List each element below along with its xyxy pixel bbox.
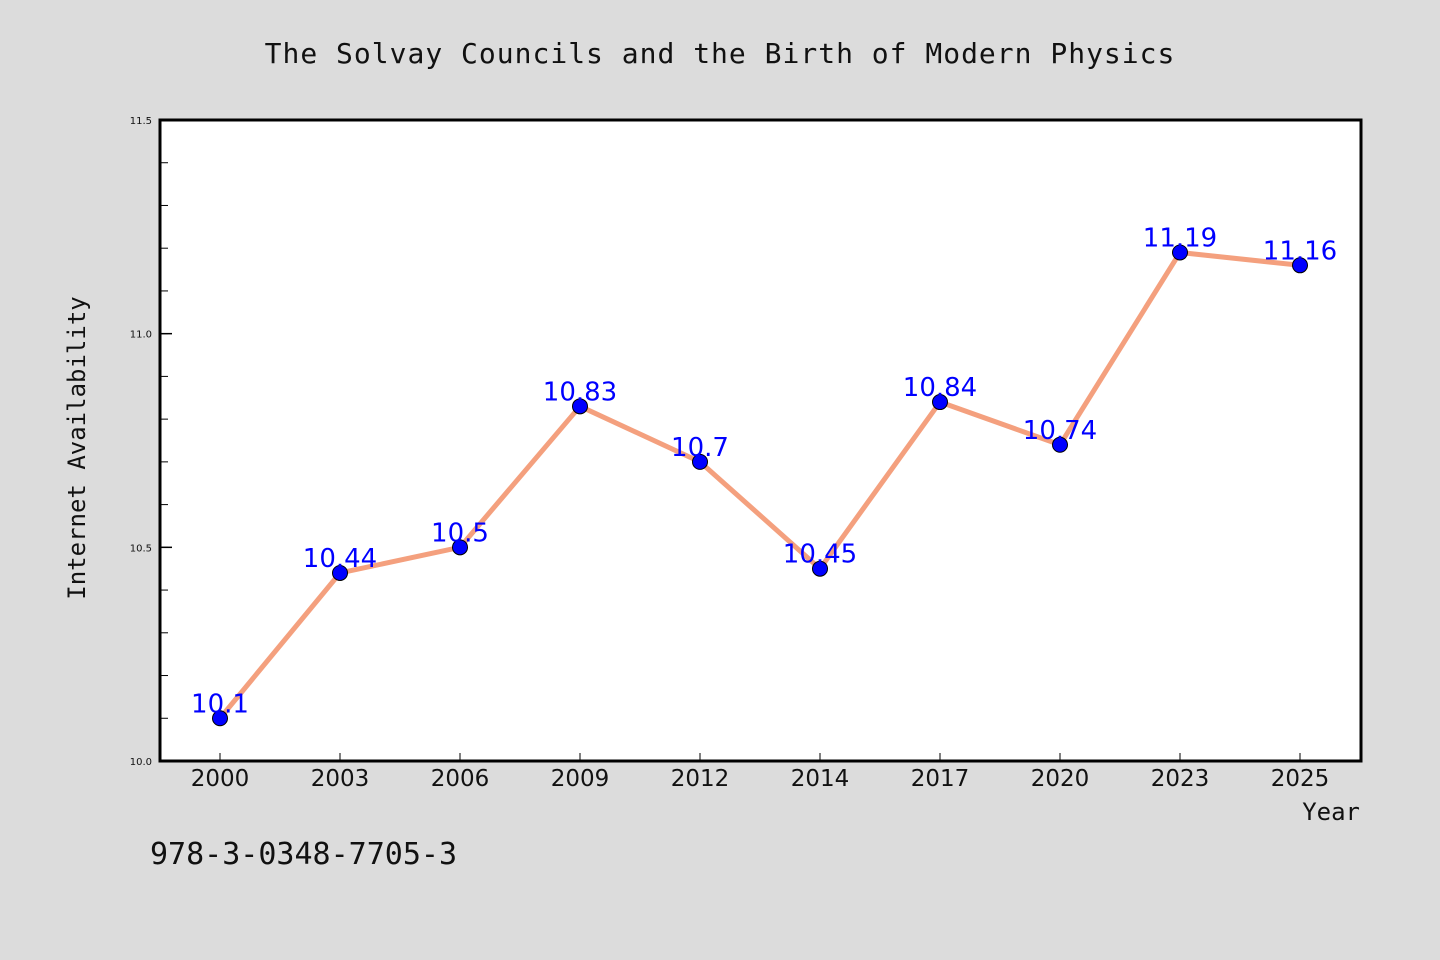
data-point xyxy=(1052,436,1068,453)
data-label: 10.45 xyxy=(783,540,857,570)
y-tick-label: 10.0 xyxy=(130,757,152,768)
x-axis-label: Year xyxy=(1302,798,1360,826)
data-label: 10.1 xyxy=(191,689,249,719)
data-label: 10.44 xyxy=(303,544,377,574)
x-tick-label: 2003 xyxy=(311,766,370,792)
x-tick-label: 2014 xyxy=(791,766,850,792)
x-axis-ticks: 2000 2003 2006 2009 2012 2014 2017 2020 2023 2025 xyxy=(191,753,1330,792)
x-tick-label: 2000 xyxy=(191,766,250,792)
data-label: 10.7 xyxy=(671,433,729,463)
data-point xyxy=(812,560,828,577)
x-tick-label: 2006 xyxy=(431,766,490,792)
series-line-group xyxy=(217,249,1303,721)
data-point xyxy=(932,394,948,411)
chart-title: The Solvay Councils and the Birth of Mod… xyxy=(265,37,1176,70)
data-point xyxy=(1172,244,1188,261)
x-tick-label: 2020 xyxy=(1031,766,1090,792)
data-point xyxy=(692,453,708,470)
x-tick-label: 2025 xyxy=(1271,766,1330,792)
x-tick-label: 2009 xyxy=(551,766,610,792)
plot-area xyxy=(160,120,1361,761)
data-label: 10.74 xyxy=(1023,416,1097,446)
plot-frame xyxy=(158,118,1363,763)
y-tick-label: 11.0 xyxy=(130,330,152,341)
data-label: 11.16 xyxy=(1263,236,1337,266)
y-tick-label: 10.5 xyxy=(130,543,152,554)
data-label: 10.83 xyxy=(543,377,617,407)
data-points xyxy=(212,244,1308,727)
data-labels: 10.1 10.44 10.5 10.83 10.7 10.45 10.84 10.74 11.… xyxy=(191,223,1337,719)
data-label: 11.19 xyxy=(1143,223,1217,253)
y-tick-label: 11.5 xyxy=(130,116,152,127)
data-label: 10.5 xyxy=(431,518,489,548)
data-label: 10.84 xyxy=(903,373,977,403)
x-tick-label: 2017 xyxy=(911,766,970,792)
data-point xyxy=(572,398,588,415)
x-tick-label: 2012 xyxy=(671,766,730,792)
isbn-footer: 978-3-0348-7705-3 xyxy=(150,837,457,872)
y-axis-label: Internet Availability xyxy=(63,296,91,599)
data-point xyxy=(212,710,228,727)
x-tick-label: 2023 xyxy=(1151,766,1210,792)
series-line xyxy=(217,249,1303,721)
data-point xyxy=(332,564,348,581)
data-point xyxy=(1292,257,1308,274)
data-point xyxy=(452,539,468,556)
